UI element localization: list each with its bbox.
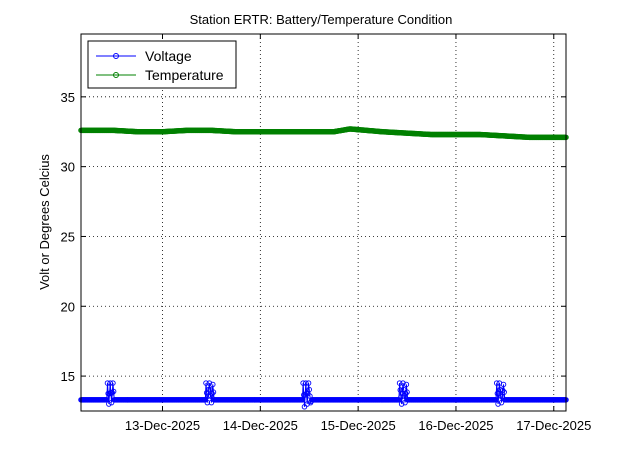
legend-marker-voltage (113, 53, 119, 59)
data-point-voltage (210, 389, 217, 395)
data-point-voltage (204, 399, 211, 406)
data-point-voltage (107, 380, 113, 386)
data-point-voltage (108, 399, 115, 406)
data-point-voltage (500, 381, 507, 388)
data-point-voltage (206, 380, 213, 386)
data-point-voltage (110, 380, 116, 386)
data-point-voltage (398, 394, 404, 400)
data-point-voltage (499, 393, 505, 400)
y-tick-label: 20 (61, 299, 75, 314)
data-point-voltage (303, 380, 309, 386)
grid-lines (81, 34, 566, 411)
x-tick-label: 14-Dec-2025 (223, 418, 298, 433)
data-point-voltage (304, 401, 310, 407)
data-point-voltage (301, 404, 308, 410)
y-tick-label: 25 (61, 229, 75, 244)
data-point-voltage (493, 380, 500, 386)
x-tick-label: 16-Dec-2025 (418, 418, 493, 433)
data-point-voltage (110, 388, 117, 395)
axis-ticks: 13-Dec-2025 14-Dec-2025 15-Dec-2025 16-Dec-… (61, 34, 591, 433)
x-tick-label: 13-Dec-2025 (125, 418, 200, 433)
legend-marker-temperature (113, 72, 119, 78)
data-point-voltage (208, 399, 215, 406)
data-point-voltage (210, 381, 216, 388)
y-tick-label: 15 (61, 369, 75, 384)
data-point-voltage (205, 393, 211, 399)
data-point-voltage (400, 380, 406, 386)
legend-label-temperature: Temperature (145, 67, 224, 83)
plot-area (81, 34, 566, 411)
series-layer (78, 126, 569, 410)
data-point-voltage (402, 399, 408, 406)
data-point-voltage (501, 389, 507, 395)
x-tick-label: 17-Dec-2025 (516, 418, 591, 433)
data-point-voltage (104, 397, 110, 403)
data-point-voltage (106, 401, 112, 407)
data-point-voltage (305, 380, 312, 386)
data-point-voltage (500, 387, 506, 394)
data-point-voltage (299, 397, 306, 403)
data-point-voltage (203, 380, 209, 386)
series-temperature (78, 126, 569, 141)
data-point-voltage (402, 390, 409, 397)
y-tick-label: 35 (61, 90, 75, 105)
data-point-voltage (493, 397, 499, 403)
data-point-voltage (495, 401, 501, 407)
data-point-voltage (209, 390, 215, 397)
legend-label-voltage: Voltage (145, 48, 192, 64)
legend: Voltage Temperature (87, 40, 237, 89)
data-point-voltage (497, 386, 503, 393)
data-point-voltage (396, 380, 403, 386)
chart-title: Station ERTR: Battery/Temperature Condit… (190, 12, 453, 27)
data-point-voltage (403, 381, 410, 388)
data-point-voltage (306, 386, 312, 393)
data-point-voltage (398, 401, 405, 407)
data-point-voltage (404, 389, 410, 395)
data-point-voltage (104, 380, 111, 386)
data-point-voltage (498, 399, 505, 406)
legend-box (87, 40, 237, 89)
series-voltage (78, 380, 569, 410)
data-point-voltage (300, 380, 306, 386)
plot-frame (80, 33, 567, 412)
data-point-voltage (109, 390, 115, 396)
y-axis-label: Volt or Degrees Celcius (37, 154, 52, 290)
y-tick-label: 30 (61, 160, 75, 175)
x-tick-label: 15-Dec-2025 (321, 418, 396, 433)
